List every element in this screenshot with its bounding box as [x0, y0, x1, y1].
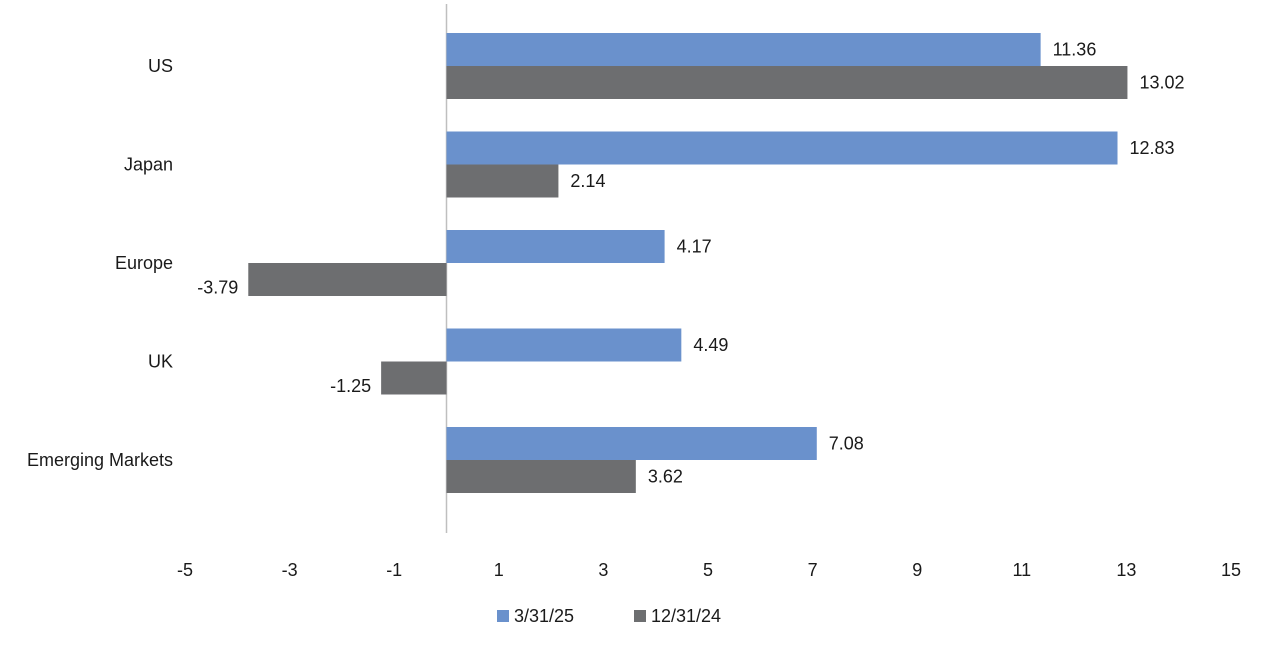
- x-tick-labels-group: -5 -3 -1 1 3 5 7 9 11 13 15: [177, 560, 1241, 580]
- x-tick-label: 7: [808, 560, 818, 580]
- category-label: Japan: [124, 155, 173, 175]
- bar-series-1-europe: [446, 230, 665, 263]
- bar-series-1-emerging-markets: [446, 427, 817, 460]
- data-label: 2.14: [570, 171, 605, 191]
- x-tick-label: -5: [177, 560, 193, 580]
- data-label: 4.49: [693, 335, 728, 355]
- legend: 3/31/25 12/31/24: [497, 606, 721, 626]
- data-labels-group: 11.36 13.02 12.83 2.14 4.17 -3.79 4.49 -1.25 7.0…: [197, 40, 1184, 487]
- bar-series-2-uk: [381, 361, 447, 395]
- x-tick-label: -1: [386, 560, 402, 580]
- bar-series-2-us: [446, 66, 1128, 99]
- data-label: 3.62: [648, 467, 683, 487]
- data-label: 7.08: [829, 434, 864, 454]
- bar-series-1-japan: [446, 131, 1118, 165]
- legend-swatch: [497, 610, 509, 622]
- x-tick-label: 3: [598, 560, 608, 580]
- bars-group: [248, 33, 1128, 493]
- legend-label: 3/31/25: [514, 606, 574, 626]
- data-label: 12.83: [1130, 138, 1175, 158]
- x-tick-label: -3: [282, 560, 298, 580]
- x-tick-label: 1: [494, 560, 504, 580]
- category-label: US: [148, 56, 173, 76]
- data-label: 4.17: [677, 237, 712, 257]
- legend-swatch: [634, 610, 646, 622]
- data-label: 11.36: [1053, 40, 1097, 60]
- x-tick-label: 13: [1116, 560, 1136, 580]
- x-tick-label: 9: [912, 560, 922, 580]
- x-tick-label: 15: [1221, 560, 1241, 580]
- data-label: -3.79: [197, 278, 238, 298]
- bar-series-2-japan: [446, 164, 559, 198]
- bar-series-1-us: [446, 33, 1041, 66]
- data-label: 13.02: [1139, 73, 1184, 93]
- category-label: Europe: [115, 253, 173, 273]
- category-label: Emerging Markets: [27, 450, 173, 470]
- bar-series-2-emerging-markets: [446, 460, 636, 493]
- bar-series-2-europe: [248, 263, 447, 296]
- category-label: UK: [148, 352, 173, 372]
- bar-series-1-uk: [446, 328, 682, 362]
- x-tick-label: 11: [1012, 560, 1031, 580]
- category-labels-group: US Japan Europe UK Emerging Markets: [27, 56, 173, 470]
- legend-label: 12/31/24: [651, 606, 721, 626]
- data-label: -1.25: [330, 376, 371, 396]
- x-tick-label: 5: [703, 560, 713, 580]
